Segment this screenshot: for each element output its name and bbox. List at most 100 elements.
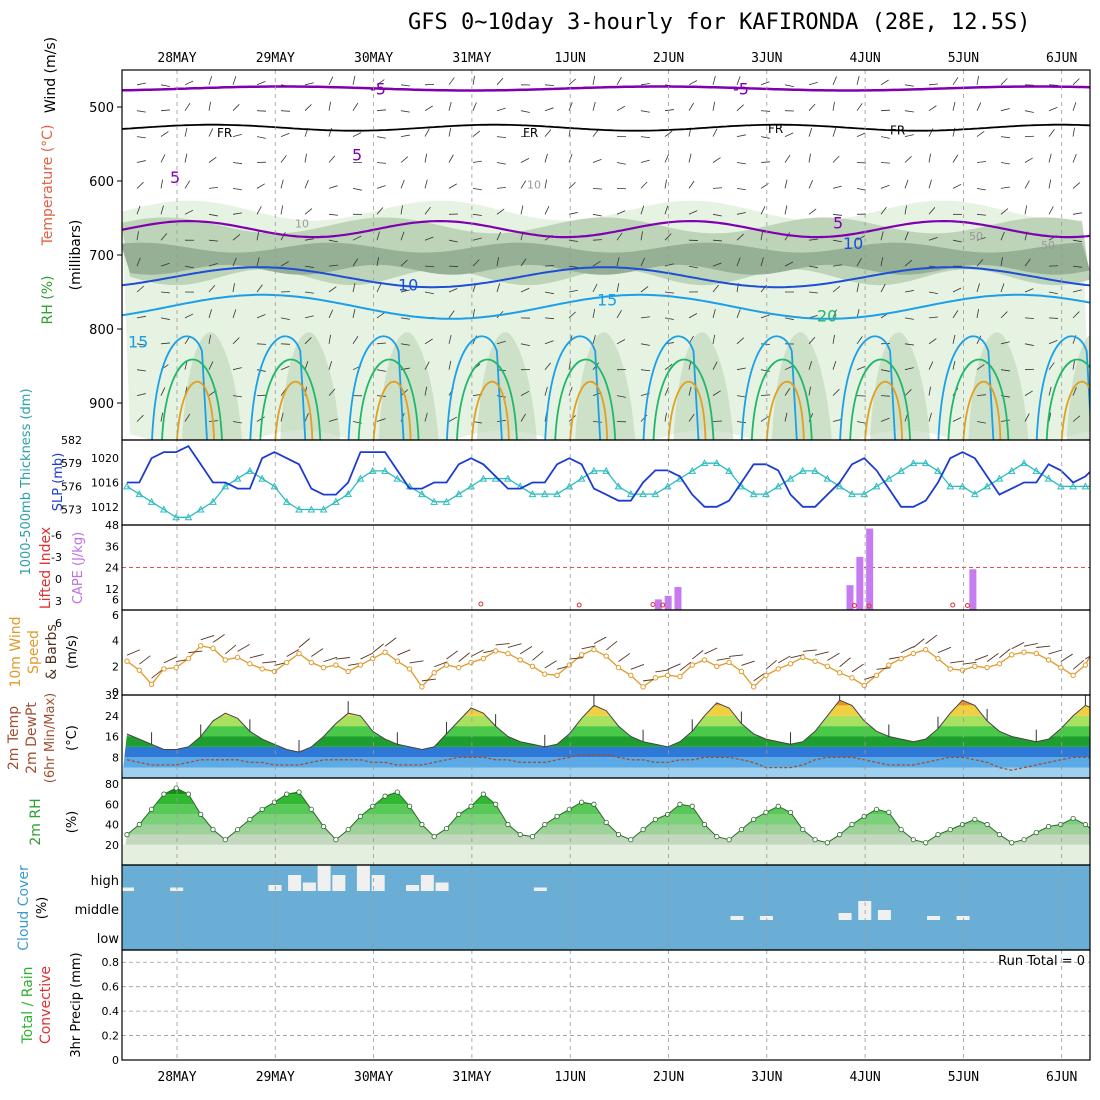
wind-speed-point xyxy=(124,658,130,664)
wind-barb-10m xyxy=(372,643,384,653)
wind-barb xyxy=(880,136,890,139)
wind-barb xyxy=(1000,283,1005,293)
wind-barb xyxy=(688,80,698,86)
wind-speed-point xyxy=(763,672,769,679)
wind-barb xyxy=(640,414,648,422)
thickness-point xyxy=(209,497,217,505)
rh-point xyxy=(579,799,585,805)
rh-point xyxy=(394,789,400,795)
wind-barb xyxy=(760,81,770,86)
label-5: 5 xyxy=(170,168,180,187)
date-label-top: 28MAY xyxy=(157,51,196,66)
wind-barb xyxy=(1024,317,1035,319)
ytick-label-wind: 2 xyxy=(112,660,119,673)
wind-barb-10m xyxy=(225,644,237,655)
wind-barb xyxy=(1000,369,1010,372)
wind-barb xyxy=(544,386,548,396)
wind-barb-10m xyxy=(900,646,914,654)
ytick-label-li: 0 xyxy=(55,573,62,586)
wind-barb xyxy=(184,209,194,215)
wind-barb xyxy=(256,80,266,86)
wind-barb xyxy=(592,158,602,163)
wind-barb xyxy=(856,75,860,85)
wind-barb xyxy=(472,213,482,216)
wind-barb xyxy=(448,360,452,370)
wind-barb xyxy=(232,234,241,241)
wind-barb xyxy=(448,154,454,163)
temp-loop-25 xyxy=(864,380,903,440)
wind-barb xyxy=(688,210,698,215)
wind-barb xyxy=(496,162,506,165)
wind-barb xyxy=(256,231,260,241)
temp-loop-20 xyxy=(652,358,715,440)
wind-barb xyxy=(856,283,860,293)
wind-barb xyxy=(784,317,794,321)
wind-barb xyxy=(328,334,331,344)
wind-speed-point xyxy=(566,662,573,668)
wind-speed-point xyxy=(800,654,806,661)
rh-point xyxy=(161,791,167,797)
temp-loop-15 xyxy=(1035,335,1090,440)
rh-point xyxy=(652,816,658,823)
wind-barb xyxy=(400,84,410,87)
wind-barb xyxy=(184,336,191,345)
wind-barb xyxy=(1048,340,1058,345)
thickness-point xyxy=(897,466,905,474)
wind-barb xyxy=(568,212,578,215)
label-total-rain: Total / Rain xyxy=(20,966,36,1044)
p3-side-labels: Lifted Index CAPE (J/kg) xyxy=(38,527,86,609)
wind-barb xyxy=(712,213,722,217)
wind-barb xyxy=(448,183,457,189)
rh-point xyxy=(517,832,523,838)
wind-barb xyxy=(784,387,791,396)
wind-barb xyxy=(856,309,860,318)
thickness-point xyxy=(147,497,156,505)
wind-barb xyxy=(256,257,260,267)
wind-barb xyxy=(760,136,770,139)
rh-column xyxy=(575,332,636,440)
wind-barb xyxy=(664,263,674,267)
wind-barb xyxy=(424,412,428,422)
wind-barb xyxy=(928,361,934,370)
wind-barb xyxy=(808,103,816,111)
rh-floor xyxy=(122,844,1090,865)
wind-speed-point xyxy=(554,672,560,679)
wind-barb-10m xyxy=(655,669,670,673)
wind-barb xyxy=(640,181,648,189)
wind-barb xyxy=(448,310,455,319)
wind-speed-point xyxy=(468,659,474,666)
wind-barb xyxy=(520,157,530,163)
rh-point xyxy=(198,811,204,817)
rh-point xyxy=(837,832,843,838)
wind-barb xyxy=(424,236,434,241)
wind-barb xyxy=(160,342,170,345)
wind-barb xyxy=(352,258,359,267)
rh-point xyxy=(873,806,880,812)
rh-point xyxy=(984,821,990,828)
thickness-point xyxy=(540,490,549,498)
rh-point xyxy=(947,826,953,833)
date-label-top: 5JUN xyxy=(948,51,979,66)
thickness-point xyxy=(393,474,402,482)
wind-barb xyxy=(208,187,218,189)
wind-barb xyxy=(808,153,811,163)
thickness-point xyxy=(786,474,795,482)
cloud-middle-bar xyxy=(838,913,852,920)
wind-speed-point xyxy=(492,648,499,654)
rh-point xyxy=(849,821,855,828)
panel-frame xyxy=(121,949,1091,1061)
wind-barb xyxy=(712,76,716,85)
wind-barb xyxy=(1072,102,1077,111)
ytick-label-thickness: 576 xyxy=(61,480,82,493)
rh-point xyxy=(996,832,1003,838)
wind-barb xyxy=(1024,110,1034,113)
temp-loop-25 xyxy=(471,380,510,440)
wind-barb xyxy=(544,264,555,267)
wind-speed-point xyxy=(296,650,302,657)
ytick-label-precip: 0.2 xyxy=(102,1030,120,1043)
wind-barb xyxy=(1072,78,1080,86)
rh-point xyxy=(726,837,732,843)
wind-barb xyxy=(208,263,218,267)
slp-line xyxy=(127,444,1090,508)
wind-barb xyxy=(808,291,818,294)
